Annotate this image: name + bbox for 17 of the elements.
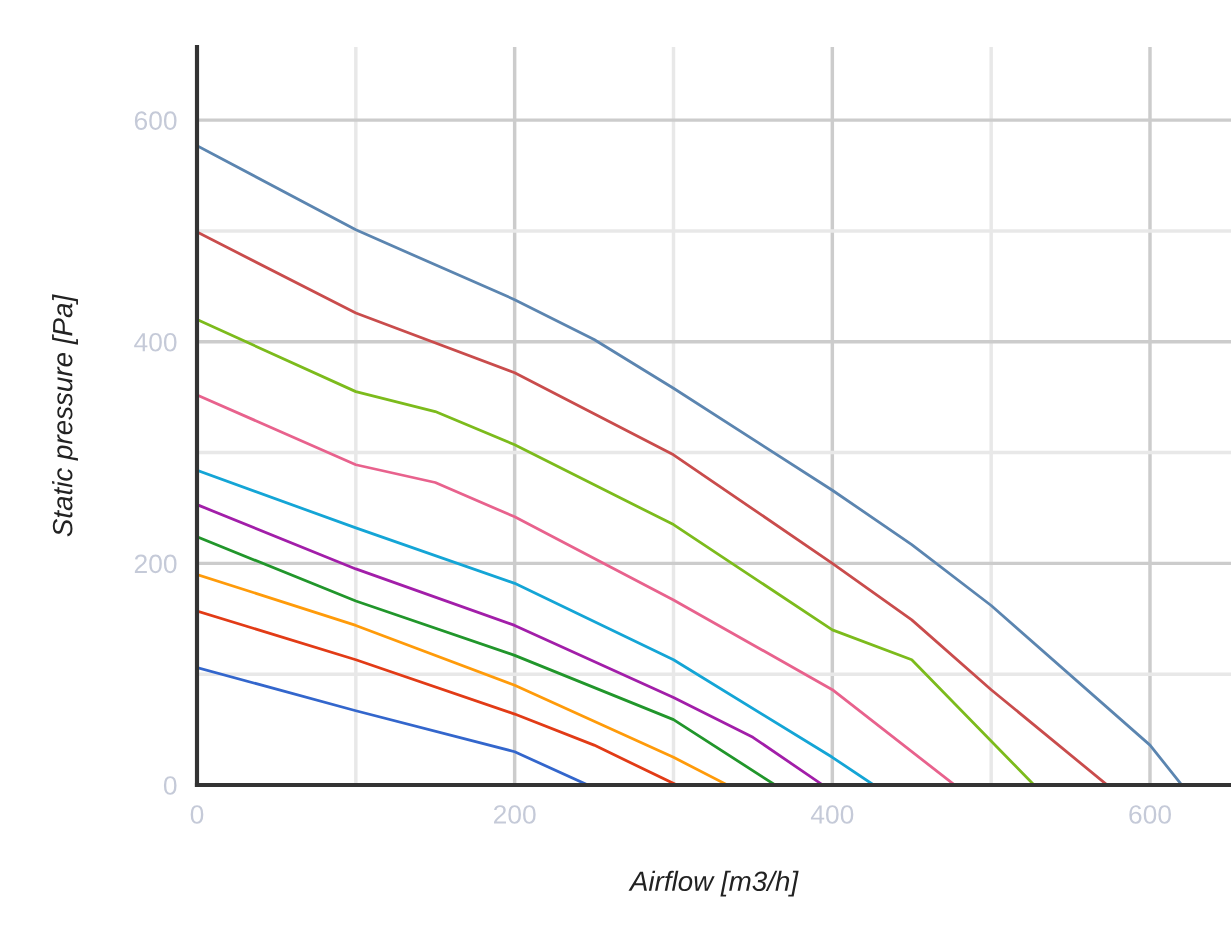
y-tick-label: 0	[163, 776, 177, 795]
x-tick-label: 600	[1129, 805, 1171, 824]
x-tick-label: 0	[190, 805, 204, 824]
y-tick-label: 600	[134, 111, 177, 130]
line-series	[197, 503, 825, 785]
line-series	[197, 318, 1036, 785]
line-series	[197, 573, 729, 785]
x-tick-label: 400	[810, 805, 854, 824]
line-series	[197, 393, 957, 785]
y-tick-label: 200	[134, 554, 177, 574]
y-tick-label: 400	[134, 332, 177, 352]
x-tick-label: 200	[493, 805, 536, 824]
line-series	[197, 230, 1109, 785]
line-series	[197, 535, 777, 785]
line-series	[197, 144, 1184, 785]
x-axis-title: Airflow [m3/h]	[628, 870, 799, 897]
y-axis-title: Static pressure [Pa]	[52, 294, 78, 537]
